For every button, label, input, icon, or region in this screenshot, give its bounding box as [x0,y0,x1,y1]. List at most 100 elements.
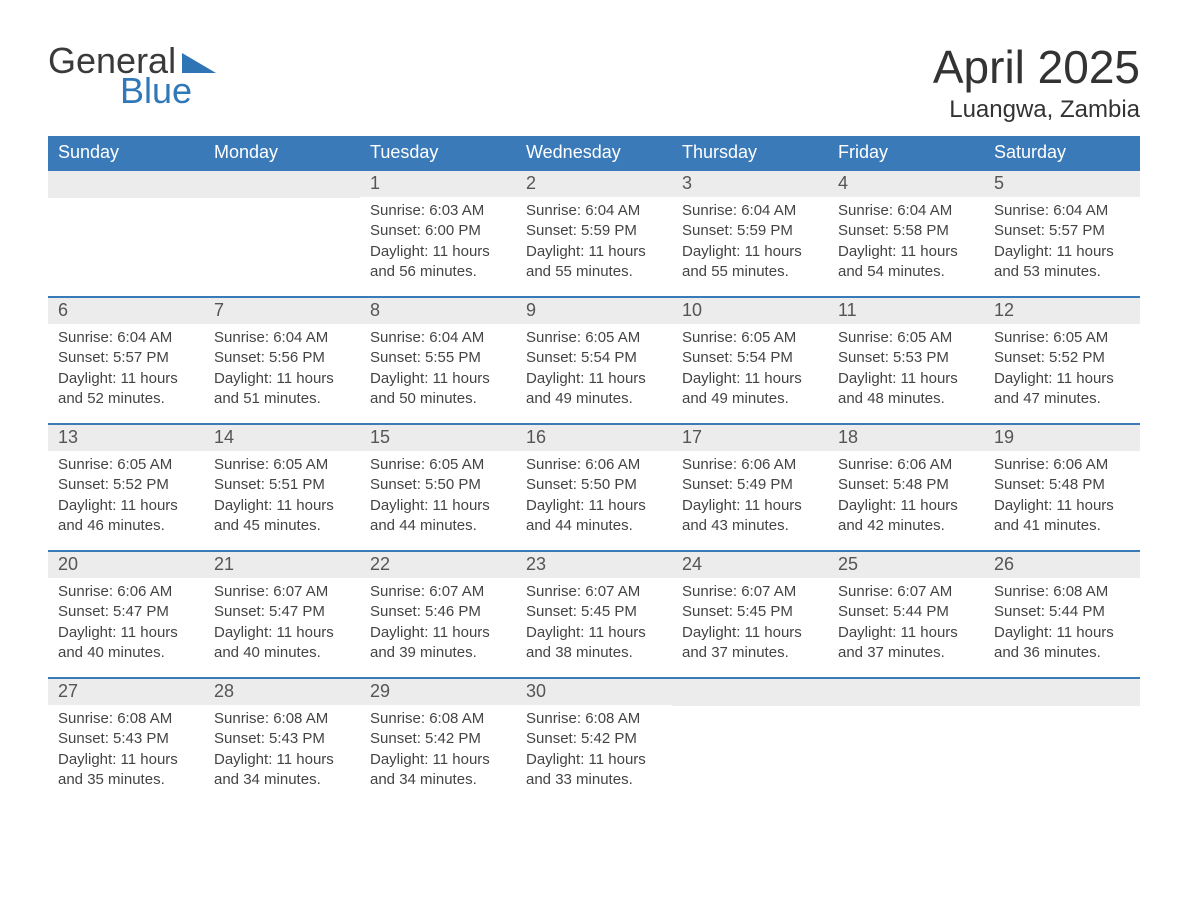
sunrise-line: Sunrise: 6:07 AM [214,582,350,602]
sunset-label: Sunset: [58,603,109,620]
sunrise-value: 6:07 AM [273,583,328,600]
day-body: Sunrise: 6:05 AMSunset: 5:50 PMDaylight:… [360,451,516,536]
sunset-label: Sunset: [58,476,109,493]
daylight-line: Daylight: 11 hours and 33 minutes. [526,750,662,791]
sunset-value: 5:58 PM [893,222,949,239]
daylight-line: Daylight: 11 hours and 41 minutes. [994,496,1130,537]
day-body: Sunrise: 6:04 AMSunset: 5:58 PMDaylight:… [828,197,984,282]
daylight-label: Daylight: [370,751,428,768]
day-number: 3 [672,171,828,197]
sunrise-label: Sunrise: [370,456,425,473]
daylight-line: Daylight: 11 hours and 55 minutes. [526,242,662,283]
sunset-line: Sunset: 5:44 PM [838,602,974,622]
sunset-line: Sunset: 6:00 PM [370,221,506,241]
sunrise-value: 6:06 AM [741,456,796,473]
sunrise-value: 6:08 AM [429,710,484,727]
day-number: 12 [984,298,1140,324]
daylight-line: Daylight: 11 hours and 38 minutes. [526,623,662,664]
sunset-label: Sunset: [214,603,265,620]
sunrise-line: Sunrise: 6:04 AM [526,201,662,221]
sunset-value: 5:51 PM [269,476,325,493]
weekday-header: Saturday [984,136,1140,169]
day-number: 2 [516,171,672,197]
sunset-line: Sunset: 5:54 PM [526,348,662,368]
sunset-value: 5:44 PM [893,603,949,620]
sunrise-value: 6:05 AM [1053,329,1108,346]
daylight-line: Daylight: 11 hours and 53 minutes. [994,242,1130,283]
sunrise-label: Sunrise: [214,329,269,346]
sunrise-value: 6:06 AM [897,456,952,473]
week-row: 27Sunrise: 6:08 AMSunset: 5:43 PMDayligh… [48,677,1140,804]
daylight-line: Daylight: 11 hours and 44 minutes. [526,496,662,537]
day-body: Sunrise: 6:04 AMSunset: 5:59 PMDaylight:… [672,197,828,282]
daylight-label: Daylight: [838,497,896,514]
day-cell: 25Sunrise: 6:07 AMSunset: 5:44 PMDayligh… [828,552,984,677]
sunrise-line: Sunrise: 6:04 AM [682,201,818,221]
sunrise-label: Sunrise: [838,202,893,219]
day-cell: 6Sunrise: 6:04 AMSunset: 5:57 PMDaylight… [48,298,204,423]
day-cell: 14Sunrise: 6:05 AMSunset: 5:51 PMDayligh… [204,425,360,550]
empty-day [204,171,360,198]
day-number: 9 [516,298,672,324]
sunset-value: 5:44 PM [1049,603,1105,620]
day-number: 28 [204,679,360,705]
daylight-label: Daylight: [214,497,272,514]
sunrise-line: Sunrise: 6:06 AM [994,455,1130,475]
sunset-line: Sunset: 5:48 PM [994,475,1130,495]
sunrise-value: 6:06 AM [117,583,172,600]
day-body: Sunrise: 6:03 AMSunset: 6:00 PMDaylight:… [360,197,516,282]
daylight-label: Daylight: [682,497,740,514]
day-number: 14 [204,425,360,451]
sunset-line: Sunset: 5:50 PM [526,475,662,495]
sunrise-line: Sunrise: 6:06 AM [58,582,194,602]
week-row: 20Sunrise: 6:06 AMSunset: 5:47 PMDayligh… [48,550,1140,677]
daylight-label: Daylight: [682,624,740,641]
day-cell: 16Sunrise: 6:06 AMSunset: 5:50 PMDayligh… [516,425,672,550]
sunrise-value: 6:04 AM [897,202,952,219]
day-body: Sunrise: 6:08 AMSunset: 5:42 PMDaylight:… [360,705,516,790]
daylight-label: Daylight: [994,243,1052,260]
sunset-label: Sunset: [682,222,733,239]
sunrise-line: Sunrise: 6:04 AM [58,328,194,348]
sunset-label: Sunset: [370,349,421,366]
sunset-line: Sunset: 5:57 PM [58,348,194,368]
daylight-line: Daylight: 11 hours and 34 minutes. [214,750,350,791]
sunrise-line: Sunrise: 6:04 AM [370,328,506,348]
daylight-line: Daylight: 11 hours and 44 minutes. [370,496,506,537]
sunset-value: 5:52 PM [113,476,169,493]
sunrise-line: Sunrise: 6:07 AM [526,582,662,602]
week-row: 13Sunrise: 6:05 AMSunset: 5:52 PMDayligh… [48,423,1140,550]
day-cell: 27Sunrise: 6:08 AMSunset: 5:43 PMDayligh… [48,679,204,804]
weekday-header: Tuesday [360,136,516,169]
sunrise-label: Sunrise: [526,583,581,600]
sunset-line: Sunset: 5:45 PM [682,602,818,622]
weekday-header-row: SundayMondayTuesdayWednesdayThursdayFrid… [48,136,1140,169]
daylight-label: Daylight: [838,243,896,260]
day-number: 8 [360,298,516,324]
day-number: 16 [516,425,672,451]
daylight-label: Daylight: [526,243,584,260]
sunrise-line: Sunrise: 6:05 AM [682,328,818,348]
daylight-label: Daylight: [526,497,584,514]
sunset-value: 5:49 PM [737,476,793,493]
daylight-label: Daylight: [370,243,428,260]
sunset-line: Sunset: 5:59 PM [682,221,818,241]
day-body: Sunrise: 6:07 AMSunset: 5:45 PMDaylight:… [516,578,672,663]
title-block: April 2025 Luangwa, Zambia [933,40,1140,124]
sunset-line: Sunset: 5:53 PM [838,348,974,368]
sunset-line: Sunset: 5:43 PM [214,729,350,749]
day-cell: 7Sunrise: 6:04 AMSunset: 5:56 PMDaylight… [204,298,360,423]
sunrise-value: 6:07 AM [897,583,952,600]
sunrise-value: 6:05 AM [273,456,328,473]
sunrise-label: Sunrise: [214,710,269,727]
sunset-label: Sunset: [994,349,1045,366]
sunset-value: 5:50 PM [425,476,481,493]
sunset-label: Sunset: [682,349,733,366]
sunset-value: 5:54 PM [737,349,793,366]
sunset-value: 5:57 PM [1049,222,1105,239]
sunrise-value: 6:06 AM [585,456,640,473]
sunrise-line: Sunrise: 6:06 AM [682,455,818,475]
day-number: 24 [672,552,828,578]
weekday-header: Thursday [672,136,828,169]
day-body: Sunrise: 6:05 AMSunset: 5:51 PMDaylight:… [204,451,360,536]
